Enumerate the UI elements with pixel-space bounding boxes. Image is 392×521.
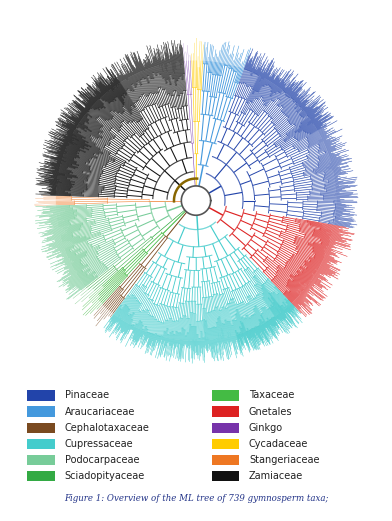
Bar xyxy=(27,439,55,449)
Text: Zamiaceae: Zamiaceae xyxy=(249,471,303,481)
Bar xyxy=(27,471,55,481)
Text: Sciadopityaceae: Sciadopityaceae xyxy=(65,471,145,481)
Bar xyxy=(212,423,239,433)
Bar xyxy=(27,455,55,465)
Text: Gnetales: Gnetales xyxy=(249,406,292,417)
Text: Araucariaceae: Araucariaceae xyxy=(65,406,135,417)
Bar xyxy=(212,471,239,481)
Text: Figure 1: Overview of the ML tree of 739 gymnosperm taxa;: Figure 1: Overview of the ML tree of 739… xyxy=(64,494,328,503)
Text: Cycadaceae: Cycadaceae xyxy=(249,439,308,449)
Text: Cephalotaxaceae: Cephalotaxaceae xyxy=(65,423,150,433)
Text: Taxaceae: Taxaceae xyxy=(249,390,294,401)
Bar xyxy=(27,406,55,417)
Text: Cupressaceae: Cupressaceae xyxy=(65,439,133,449)
Text: Stangeriaceae: Stangeriaceae xyxy=(249,455,319,465)
Bar xyxy=(212,390,239,401)
Bar xyxy=(212,439,239,449)
Bar xyxy=(212,406,239,417)
Bar xyxy=(27,390,55,401)
Text: Pinaceae: Pinaceae xyxy=(65,390,109,401)
Bar xyxy=(212,455,239,465)
Bar xyxy=(27,423,55,433)
Text: Podocarpaceae: Podocarpaceae xyxy=(65,455,139,465)
Text: Ginkgo: Ginkgo xyxy=(249,423,283,433)
